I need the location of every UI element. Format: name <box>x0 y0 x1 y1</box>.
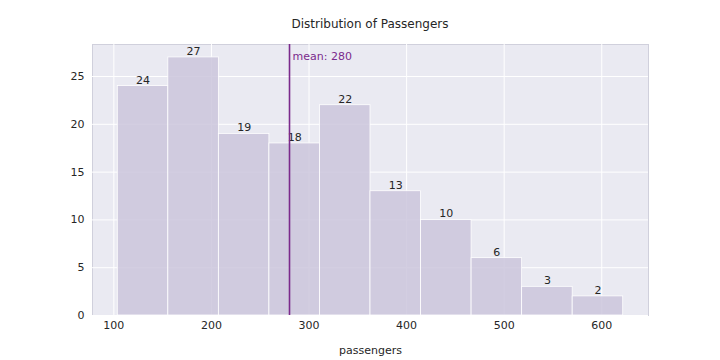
svg-text:600: 600 <box>591 319 612 332</box>
svg-text:10: 10 <box>71 213 85 226</box>
svg-text:27: 27 <box>187 45 201 58</box>
svg-text:10: 10 <box>439 207 453 220</box>
svg-text:200: 200 <box>201 319 222 332</box>
svg-text:15: 15 <box>71 166 85 179</box>
html-text:Distribution of Passengers: Distribution of Passengers <box>291 17 449 31</box>
svg-text:13: 13 <box>389 179 403 192</box>
svg-text:300: 300 <box>299 319 320 332</box>
svg-text:passengers: passengers <box>339 344 402 357</box>
svg-text:25: 25 <box>71 70 85 83</box>
svg-text:5: 5 <box>78 261 85 274</box>
svg-text:400: 400 <box>396 319 417 332</box>
svg-text:mean: 280: mean: 280 <box>293 50 352 63</box>
svg-text:18: 18 <box>287 131 302 144</box>
svg-text:500: 500 <box>494 319 515 332</box>
svg-text:20: 20 <box>71 118 85 131</box>
svg-text:6: 6 <box>493 246 500 259</box>
svg-text:19: 19 <box>237 121 251 134</box>
svg-text:3: 3 <box>544 274 551 287</box>
svg-text:2: 2 <box>594 284 601 297</box>
svg-text:22: 22 <box>338 93 352 106</box>
svg-text:24: 24 <box>136 74 150 87</box>
svg-text:100: 100 <box>103 319 124 332</box>
svg-text:0: 0 <box>78 309 85 322</box>
